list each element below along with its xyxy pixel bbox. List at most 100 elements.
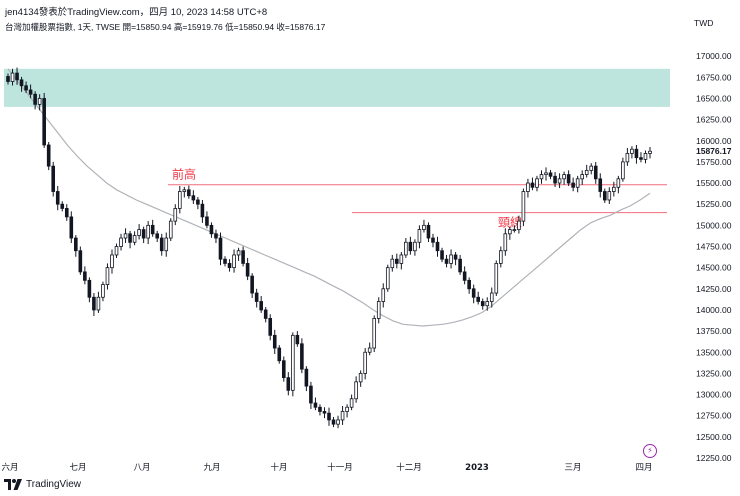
candle[interactable] <box>137 224 141 240</box>
candle[interactable] <box>114 243 119 258</box>
candle[interactable] <box>422 219 426 233</box>
candle[interactable] <box>390 254 395 272</box>
candle[interactable] <box>557 173 562 189</box>
candle[interactable] <box>205 211 209 229</box>
candle[interactable] <box>196 197 200 210</box>
candle[interactable] <box>612 181 616 197</box>
candle[interactable] <box>164 232 169 257</box>
candle[interactable] <box>146 221 150 245</box>
candle[interactable] <box>295 331 300 347</box>
candle[interactable] <box>530 177 535 191</box>
candle[interactable] <box>571 177 575 192</box>
candle[interactable] <box>521 188 526 227</box>
candle[interactable] <box>110 249 114 274</box>
candle[interactable] <box>634 144 639 164</box>
candle[interactable] <box>372 315 377 352</box>
candle[interactable] <box>621 157 625 182</box>
candle[interactable] <box>250 273 254 299</box>
candle[interactable] <box>200 199 205 223</box>
candle[interactable] <box>55 186 60 211</box>
candle[interactable] <box>381 283 386 308</box>
candle[interactable] <box>96 291 101 313</box>
candle[interactable] <box>598 173 603 198</box>
candle[interactable] <box>291 332 295 397</box>
candle[interactable] <box>471 284 476 304</box>
candle[interactable] <box>227 259 232 272</box>
candle[interactable] <box>404 238 408 258</box>
candle[interactable] <box>286 372 291 396</box>
candle[interactable] <box>544 167 548 181</box>
candle[interactable] <box>300 338 304 374</box>
candle[interactable] <box>268 314 273 341</box>
candle[interactable] <box>277 345 282 364</box>
candle[interactable] <box>593 161 598 184</box>
candle[interactable] <box>37 94 42 111</box>
candle[interactable] <box>566 170 571 187</box>
candle[interactable] <box>648 146 652 159</box>
candle[interactable] <box>526 178 530 198</box>
candle[interactable] <box>349 394 354 411</box>
candle[interactable] <box>499 246 503 268</box>
price-axis[interactable]: 12250.00 12500.00 12750.00 13000.00 13250.00… <box>692 51 736 463</box>
candle[interactable] <box>417 225 422 249</box>
candle[interactable] <box>78 246 83 275</box>
candle[interactable] <box>309 381 313 410</box>
candle[interactable] <box>630 146 634 159</box>
candle[interactable] <box>435 236 440 257</box>
candle[interactable] <box>263 306 268 323</box>
candle[interactable] <box>74 235 78 257</box>
candle[interactable] <box>616 175 621 194</box>
candle[interactable] <box>489 287 494 308</box>
candle[interactable] <box>512 225 517 233</box>
candle[interactable] <box>281 356 286 382</box>
candle[interactable] <box>589 163 594 175</box>
candle[interactable] <box>236 247 241 261</box>
candle[interactable] <box>476 291 480 305</box>
candle[interactable] <box>187 185 191 199</box>
candle[interactable] <box>155 230 159 243</box>
candle[interactable] <box>643 150 648 164</box>
candle[interactable] <box>318 404 322 416</box>
candle[interactable] <box>327 407 331 426</box>
candle[interactable] <box>322 407 327 419</box>
candle[interactable] <box>24 81 28 93</box>
candle[interactable] <box>232 249 236 273</box>
candle[interactable] <box>413 239 417 256</box>
candle[interactable] <box>575 175 580 193</box>
candle[interactable] <box>553 172 557 188</box>
candle[interactable] <box>395 253 399 269</box>
candle[interactable] <box>259 295 263 313</box>
candle[interactable] <box>87 277 92 303</box>
candle[interactable] <box>508 226 512 240</box>
candle[interactable] <box>363 348 367 380</box>
candle[interactable] <box>367 342 372 356</box>
candle[interactable] <box>358 370 363 387</box>
candle[interactable] <box>345 404 349 418</box>
candle[interactable] <box>209 222 214 238</box>
candle[interactable] <box>385 264 390 292</box>
candle[interactable] <box>458 254 462 275</box>
candle[interactable] <box>467 277 471 294</box>
candle[interactable] <box>449 249 453 269</box>
candle[interactable] <box>580 170 584 185</box>
candle[interactable] <box>46 142 51 171</box>
candle[interactable] <box>607 187 612 204</box>
footer-brand[interactable]: TradingView <box>4 479 81 490</box>
candle[interactable] <box>241 246 245 267</box>
candle[interactable] <box>340 405 345 425</box>
candle[interactable] <box>105 263 110 290</box>
candle[interactable] <box>639 152 643 163</box>
candle[interactable] <box>223 256 227 267</box>
candle[interactable] <box>431 233 435 248</box>
candle[interactable] <box>19 76 24 92</box>
candle[interactable] <box>602 188 607 203</box>
candle[interactable] <box>182 186 187 198</box>
candle[interactable] <box>10 68 15 86</box>
candle[interactable] <box>141 226 146 244</box>
candle[interactable] <box>336 415 340 429</box>
candle[interactable] <box>51 161 56 197</box>
candle[interactable] <box>178 186 182 214</box>
candle[interactable] <box>494 260 499 296</box>
